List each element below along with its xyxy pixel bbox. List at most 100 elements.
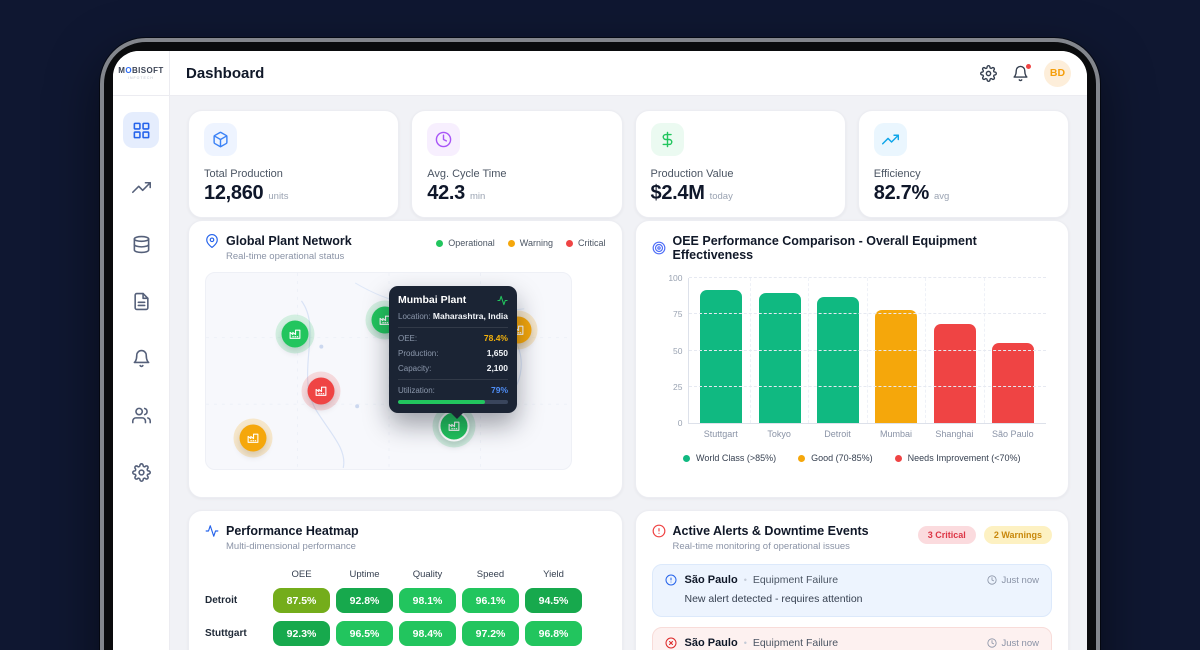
kpi-label: Total Production xyxy=(204,168,283,180)
sidebar-item-settings[interactable] xyxy=(123,454,159,490)
bar-slot xyxy=(751,278,810,423)
users-icon xyxy=(131,407,151,423)
plant-map-canvas[interactable]: Mumbai Plant Location: Maharashtra, India… xyxy=(205,272,572,470)
dashboard-grid-icon xyxy=(133,122,149,138)
brand-tagline: INFOTECH xyxy=(128,76,154,80)
alert-message: New alert detected - requires attention xyxy=(684,593,863,605)
kpi-card-total-production: Total Production 12,860 units xyxy=(188,110,400,218)
y-tick-label: 25 xyxy=(673,381,683,392)
oee-chart-legend: World Class (>85%) Good (70-85%) Needs I… xyxy=(652,453,1053,463)
oee-bar[interactable] xyxy=(700,289,743,423)
oee-bar[interactable] xyxy=(758,292,801,423)
alert-plant: São Paulo xyxy=(684,574,738,586)
factory-icon xyxy=(248,433,259,443)
tooltip-production-label: Production: xyxy=(398,349,439,358)
avatar[interactable]: BD xyxy=(1044,59,1071,87)
y-tick-label: 75 xyxy=(673,309,683,320)
trending-up-icon xyxy=(131,181,151,193)
factory-icon xyxy=(448,421,460,431)
legend-dot xyxy=(507,239,515,247)
utilization-progress-track xyxy=(398,400,508,404)
oee-chart: 0 25 50 75 100 Stuttgart Tokyo Detroit Mumbai Sh… xyxy=(668,273,1046,439)
notifications-button[interactable] xyxy=(1012,62,1032,82)
sidebar-item-database[interactable] xyxy=(123,226,159,262)
tooltip-capacity-label: Capacity: xyxy=(398,364,432,373)
heatmap-grid: OEE Uptime Quality Speed Yield Detroit 87.5% 92… xyxy=(205,569,606,646)
legend-item-operational: Operational xyxy=(436,238,495,248)
heatmap-cell[interactable]: 92.3% xyxy=(273,621,330,646)
heatmap-cell[interactable]: 96.5% xyxy=(336,621,393,646)
sidebar-item-reports[interactable] xyxy=(123,283,159,319)
kpi-value: 12,860 xyxy=(204,182,264,204)
x-tick-label: Detroit xyxy=(824,429,851,439)
kpi-value: 82.7% xyxy=(873,182,930,204)
x-tick-label: Shanghai xyxy=(935,429,974,439)
y-tick-label: 100 xyxy=(668,273,683,283)
bar-slot xyxy=(809,278,868,423)
sidebar-item-dashboard[interactable] xyxy=(123,112,159,148)
x-tick-label: São Paulo xyxy=(992,429,1034,439)
oee-bar[interactable] xyxy=(933,324,976,423)
tablet-frame: MOBISOFT INFOTECH Dashboard BD xyxy=(100,38,1100,650)
main-content: Total Production 12,860 units Avg. Cycle … xyxy=(170,96,1087,650)
kpi-card-efficiency: Efficiency 82.7% avg xyxy=(857,110,1069,218)
tooltip-plant-name: Mumbai Plant xyxy=(398,294,467,306)
separator-dot: • xyxy=(743,638,747,648)
sidebar xyxy=(113,96,170,650)
app-screen: MOBISOFT INFOTECH Dashboard BD xyxy=(113,51,1087,650)
oee-bar[interactable] xyxy=(817,296,860,423)
legend-dot xyxy=(894,454,902,462)
database-icon xyxy=(133,235,149,253)
heatmap-column-header: Uptime xyxy=(349,569,380,580)
kpi-card-production-value: Production Value $2.4M today xyxy=(634,110,846,218)
tooltip-oee-value: 78.4% xyxy=(483,333,508,343)
performance-heatmap-card: Performance Heatmap Multi-dimensional pe… xyxy=(188,510,623,650)
tooltip-location-value: Maharashtra, India xyxy=(432,311,508,321)
alert-item-info[interactable]: São Paulo • Equipment Failure Just now N… xyxy=(651,564,1052,617)
critical-count-badge: 3 Critical xyxy=(917,526,976,544)
bar-slot xyxy=(868,278,927,423)
tooltip-capacity-value: 2,100 xyxy=(486,363,508,373)
alert-plant: São Paulo xyxy=(684,637,738,649)
heatmap-cell[interactable]: 98.1% xyxy=(399,588,456,613)
tooltip-divider xyxy=(398,327,508,328)
legend-dot xyxy=(798,454,806,462)
separator-dot: • xyxy=(743,575,747,585)
tooltip-location-label: Location: xyxy=(398,312,431,321)
activity-icon xyxy=(205,525,219,537)
heatmap-cell[interactable]: 96.8% xyxy=(525,621,582,646)
plant-network-title: Global Plant Network xyxy=(226,234,352,248)
warnings-count-badge: 2 Warnings xyxy=(983,526,1052,544)
kpi-label: Production Value xyxy=(650,168,734,180)
oee-bar[interactable] xyxy=(992,343,1035,423)
gear-icon[interactable] xyxy=(980,64,997,82)
map-status-legend: Operational Warning Critical xyxy=(436,238,606,248)
alerts-title: Active Alerts & Downtime Events xyxy=(672,524,869,538)
legend-item-warning: Warning xyxy=(507,238,553,248)
plant-marker-operational[interactable] xyxy=(281,320,309,348)
target-icon xyxy=(652,241,665,255)
activity-icon xyxy=(497,295,508,305)
oee-plot: 0 25 50 75 100 xyxy=(668,273,1046,428)
heatmap-cell[interactable]: 98.4% xyxy=(399,621,456,646)
kpi-unit: avg xyxy=(933,191,950,202)
sidebar-item-notifications[interactable] xyxy=(123,340,159,376)
kpi-value: $2.4M xyxy=(650,182,705,204)
plant-marker-critical[interactable] xyxy=(307,377,335,405)
heatmap-cell[interactable]: 94.5% xyxy=(525,588,582,613)
gridline xyxy=(688,349,1046,351)
oee-bar[interactable] xyxy=(875,309,918,423)
factory-icon xyxy=(290,329,301,339)
map-pin-icon xyxy=(206,234,218,248)
kpi-unit: units xyxy=(268,191,289,202)
plant-marker-warning[interactable] xyxy=(239,424,267,452)
heatmap-cell[interactable]: 92.8% xyxy=(336,588,393,613)
alert-item-critical[interactable]: São Paulo • Equipment Failure Just now xyxy=(651,627,1052,650)
heatmap-cell[interactable]: 87.5% xyxy=(273,588,330,613)
sidebar-item-analytics[interactable] xyxy=(123,169,159,205)
x-tick-label: Stuttgart xyxy=(703,429,738,439)
heatmap-cell[interactable]: 96.1% xyxy=(462,588,519,613)
sidebar-item-users[interactable] xyxy=(123,397,159,433)
heatmap-cell[interactable]: 97.2% xyxy=(462,621,519,646)
legend-item-needs-improvement: Needs Improvement (<70%) xyxy=(894,453,1020,463)
